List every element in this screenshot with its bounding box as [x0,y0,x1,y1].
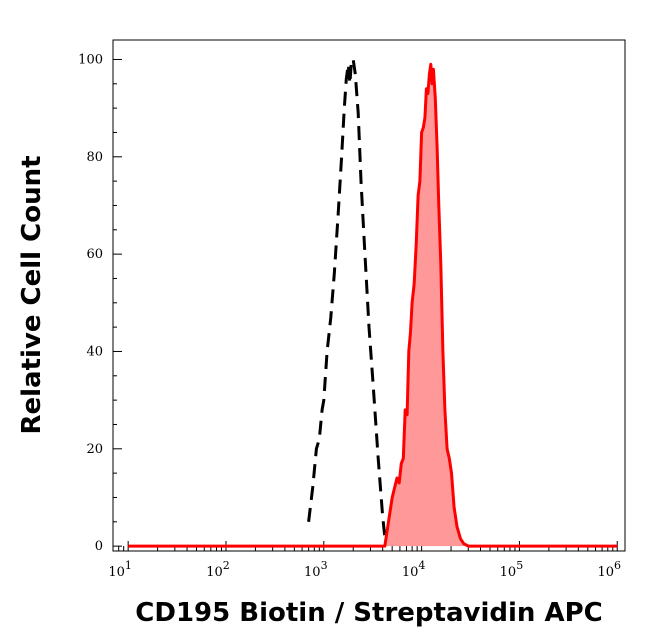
x-tick-label: 104 [402,559,426,580]
x-tick-label: 101 [108,559,132,580]
minor-ticks [112,83,614,551]
y-axis-title: Relative Cell Count [17,155,47,434]
x-tick-label: 105 [500,559,524,580]
stained-histogram-fill [128,64,618,547]
y-tick-label: 40 [86,344,103,359]
y-tick-label: 100 [78,52,103,67]
x-tick-label: 106 [597,559,621,580]
y-tick-label: 80 [86,150,103,165]
x-tick-label: 102 [206,559,230,580]
y-tick-label: 20 [86,442,103,457]
x-axis-title: CD195 Biotin / Streptavidin APC [135,598,602,628]
y-axis: 0 20 40 60 80 100 [78,52,122,554]
y-tick-label: 60 [86,247,103,262]
plot-frame [112,39,626,552]
x-axis: 101 102 103 104 105 106 [108,541,621,580]
x-tick-label: 103 [304,559,328,580]
series-layer [128,58,618,548]
y-tick-label: 0 [95,539,103,554]
control-histogram-line [307,58,388,547]
stained-histogram-line [128,62,618,548]
